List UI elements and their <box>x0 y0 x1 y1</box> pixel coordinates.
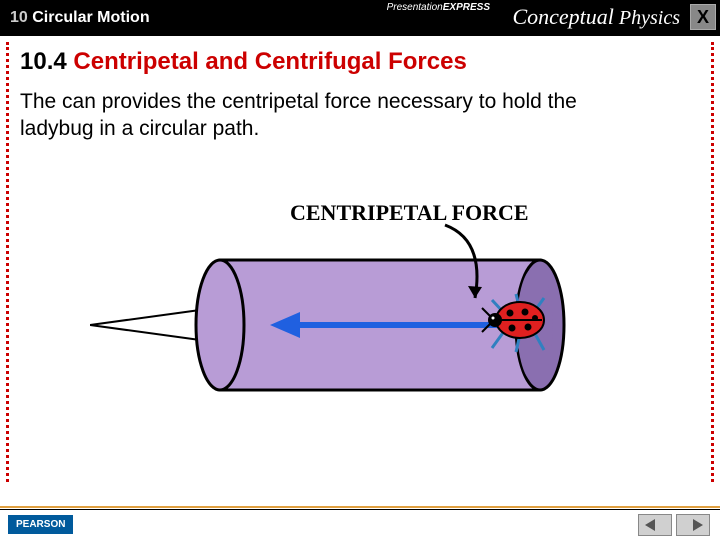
body-text: The can provides the centripetal force n… <box>20 88 580 143</box>
section-number: 10.4 <box>20 48 67 75</box>
bug-spot <box>509 325 516 332</box>
conceptual-physics-logo: Conceptual Physics <box>512 4 680 30</box>
prev-button[interactable] <box>638 514 672 536</box>
header-bar: 10 Circular Motion PresentationEXPRESS C… <box>0 0 720 36</box>
chapter-title: Circular Motion <box>32 9 149 26</box>
close-button[interactable]: X <box>690 4 716 30</box>
bug-spot <box>525 324 532 331</box>
string-bottom <box>90 325 200 340</box>
figure-svg: CENTRIPETAL FORCE <box>90 190 640 450</box>
nav-arrows <box>638 514 710 536</box>
section-heading: Centripetal and Centrifugal Forces <box>73 48 466 75</box>
section-title: 10.4 Centripetal and Centrifugal Forces <box>20 48 700 76</box>
bug-spot <box>522 309 529 316</box>
cylinder-left-cap <box>196 260 244 390</box>
chapter-number: 10 <box>10 9 28 26</box>
slide-content: 10.4 Centripetal and Centrifugal Forces … <box>0 36 720 143</box>
bug-spot <box>507 310 514 317</box>
pearson-logo: PEARSON <box>8 515 73 534</box>
footer: PEARSON <box>0 508 720 540</box>
bug-eye <box>492 317 495 320</box>
figure-label: CENTRIPETAL FORCE <box>290 200 529 225</box>
close-icon: X <box>697 7 709 28</box>
presentation-express-logo: PresentationEXPRESS <box>387 2 490 13</box>
bug-spot <box>532 315 538 321</box>
string-top <box>90 310 200 325</box>
next-button[interactable] <box>676 514 710 536</box>
chapter-label: 10 Circular Motion <box>0 9 150 27</box>
centripetal-force-figure: CENTRIPETAL FORCE <box>90 190 640 450</box>
